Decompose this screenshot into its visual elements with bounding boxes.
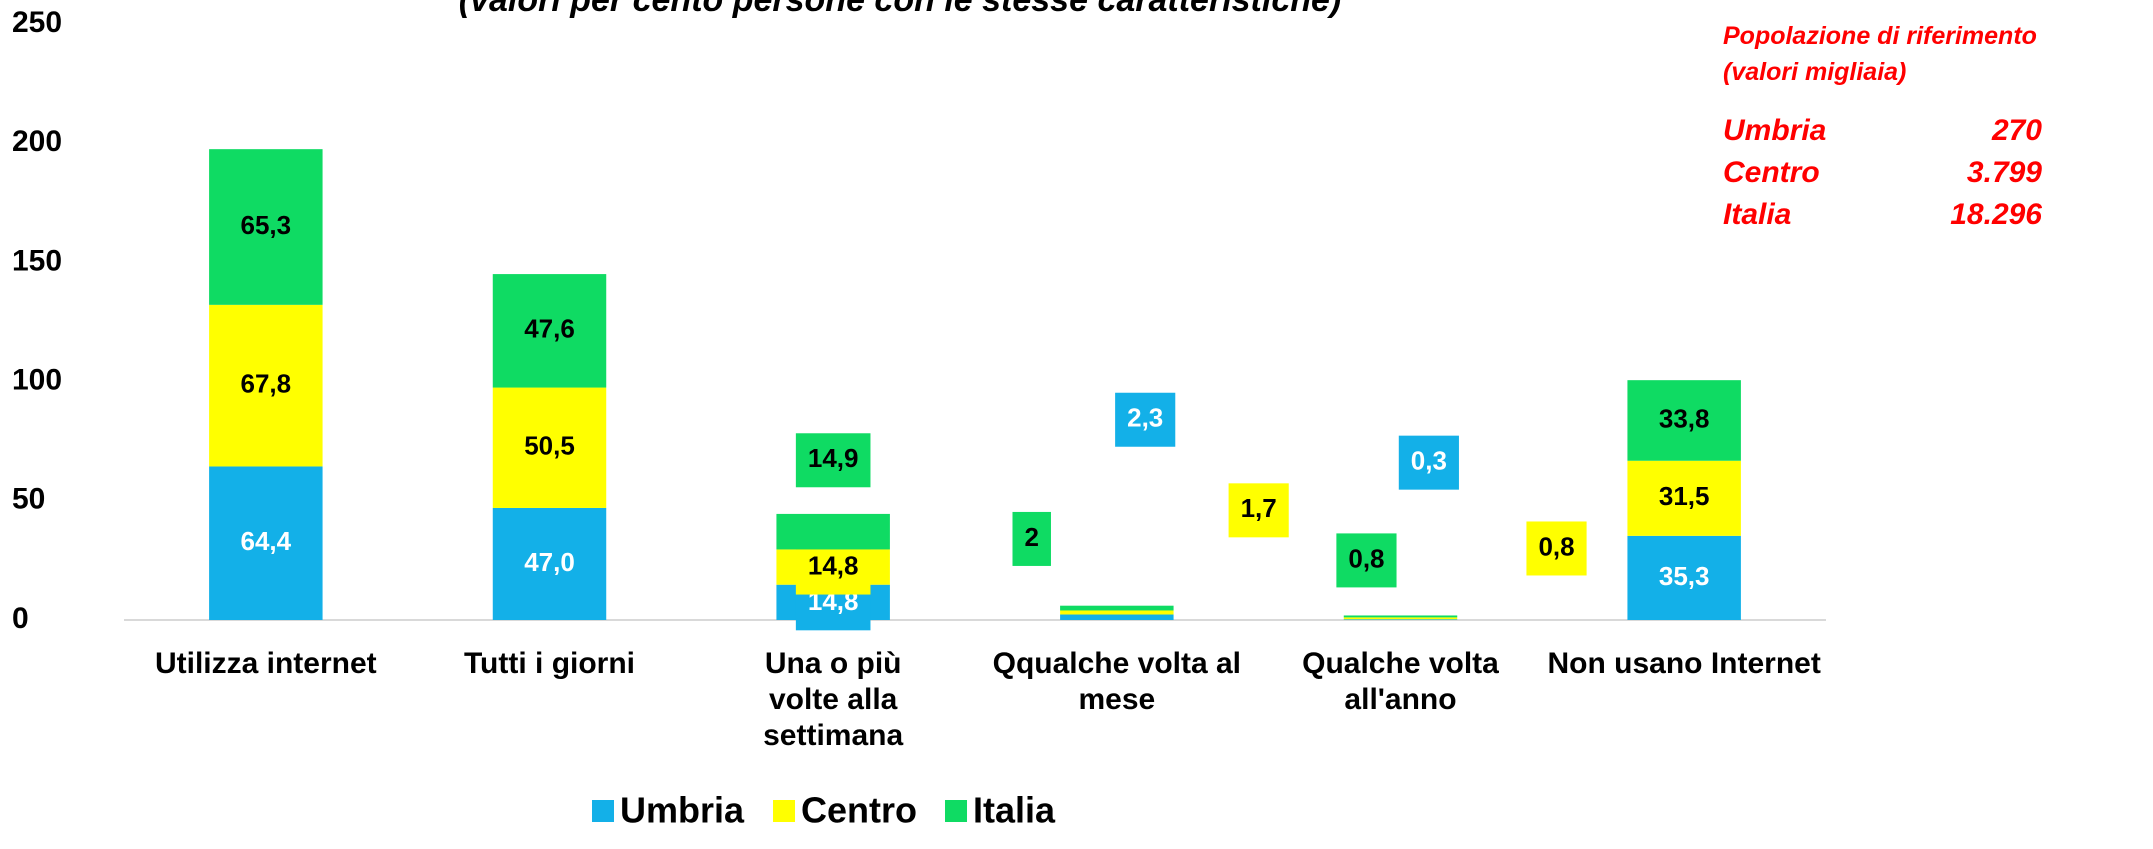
label-box: [1012, 511, 1051, 566]
bar-segment: [492, 507, 607, 620]
legend-label: Centro: [801, 790, 917, 831]
value-label: 0,3: [1411, 446, 1447, 476]
legend-label: Umbria: [620, 790, 745, 831]
label-box: [795, 433, 871, 488]
value-label: 67,8: [241, 369, 292, 399]
legend-swatch: [945, 800, 968, 822]
label-box: [1398, 435, 1459, 490]
label-box: [1526, 521, 1587, 576]
y-tick-label: 150: [12, 244, 62, 277]
annotation-subtitle: (valori migliaia): [1723, 58, 1907, 86]
bar-segment: [209, 466, 323, 620]
bar-segment: [1343, 617, 1458, 620]
label-box: [795, 540, 871, 595]
value-label: 31,5: [1659, 481, 1710, 511]
x-tick-label: Utilizza internet: [154, 647, 377, 680]
bar-segment: [492, 387, 607, 508]
value-label: 2,3: [1127, 403, 1163, 433]
bar-segment: [492, 274, 607, 388]
y-tick-label: 50: [12, 483, 45, 516]
label-box: [1228, 483, 1289, 538]
bar-segment: [1060, 605, 1174, 611]
value-label: 14,8: [808, 550, 859, 580]
value-label: 47,0: [524, 547, 575, 577]
bar-segment: [1627, 460, 1741, 536]
value-label: 0,8: [1538, 531, 1574, 561]
value-label: 33,8: [1659, 403, 1710, 433]
bar-segment: [1627, 535, 1741, 620]
bar-segment: [209, 149, 323, 305]
value-label: 35,3: [1659, 561, 1710, 591]
value-label: 65,3: [241, 210, 292, 240]
value-label: 64,4: [241, 526, 292, 556]
annotation-row-value: 3.799: [1966, 156, 2042, 189]
y-tick-label: 250: [12, 6, 62, 39]
y-tick-label: 200: [12, 125, 62, 158]
annotation-row-name: Umbria: [1723, 114, 1827, 147]
legend-swatch: [773, 800, 796, 822]
y-tick-label: 100: [12, 364, 62, 397]
value-label: 0,8: [1348, 543, 1384, 573]
value-label: 50,5: [524, 431, 575, 461]
legend-label: Italia: [973, 790, 1056, 831]
bar-segment: [1343, 615, 1458, 618]
y-tick-label: 0: [12, 602, 29, 635]
x-tick-label: Qqualche volta al mese: [992, 647, 1242, 716]
bar-segment: [1060, 614, 1174, 620]
legend-swatch: [592, 800, 614, 822]
value-label: 1,7: [1241, 493, 1277, 523]
x-tick-label: Non usano Internet: [1547, 647, 1821, 680]
x-tick-label: Tutti i giorni: [463, 647, 636, 680]
annotation-row-value: 270: [1991, 114, 2042, 147]
annotation-row-name: Italia: [1723, 198, 1792, 231]
bar-segment: [1627, 380, 1741, 461]
annotation-row-name: Centro: [1723, 156, 1820, 189]
x-tick-label: Una o più volte alla settimana: [763, 647, 904, 752]
value-label: 14,9: [808, 443, 859, 473]
bar-segment: [1343, 619, 1458, 620]
bar-segment: [776, 513, 890, 550]
bar-segment: [209, 304, 323, 467]
chart-subtitle: (valori per cento persone con le stesse …: [459, 0, 1341, 19]
value-label: 2: [1024, 522, 1038, 552]
x-tick-label: Qualche volta all'anno: [1302, 647, 1499, 716]
annotation-row-value: 18.296: [1950, 198, 2042, 231]
bar-segment: [1060, 610, 1174, 615]
label-box: [1115, 392, 1176, 447]
annotation-title: Popolazione di riferimento: [1723, 22, 2037, 50]
value-label: 47,6: [524, 314, 575, 344]
label-box: [1336, 533, 1397, 588]
